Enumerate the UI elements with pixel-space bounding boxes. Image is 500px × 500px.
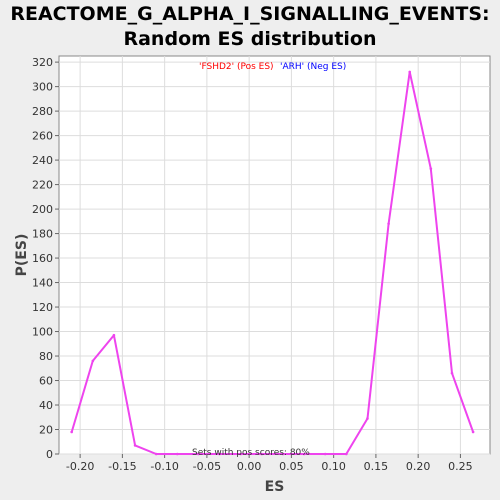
chart-title-line-2: Random ES distribution [123, 28, 377, 50]
x-tick-label: 0.05 [279, 460, 304, 473]
es-distribution-line [70, 70, 475, 455]
y-tick-label: 80 [39, 350, 53, 363]
y-tick-label: 140 [32, 277, 53, 290]
series-group [70, 70, 475, 456]
y-tick-label: 60 [39, 375, 53, 388]
data-point [471, 430, 475, 434]
y-tick-label: 160 [32, 252, 53, 265]
data-point [408, 70, 412, 74]
x-axis: -0.20 -0.15 -0.10 -0.05 0.00 0.05 0.10 0.15 0.20… [66, 454, 473, 473]
y-tick-label: 220 [32, 179, 53, 192]
data-point [239, 452, 242, 456]
x-tick-label: -0.10 [150, 460, 178, 473]
y-tick-label: 200 [32, 203, 53, 216]
data-point [197, 452, 200, 456]
data-point [70, 430, 73, 434]
pos-scores-annotation: Sets with pos scores: 80% [192, 448, 310, 458]
y-tick-label: 280 [32, 105, 53, 118]
data-point [302, 452, 306, 456]
x-axis-title: ES [265, 479, 285, 495]
y-tick-label: 180 [32, 228, 53, 241]
data-point [176, 452, 179, 456]
data-point [218, 452, 221, 456]
y-tick-label: 20 [39, 424, 53, 437]
y-tick-label: 40 [39, 399, 53, 412]
chart-title: REACTOME_G_ALPHA_I_SIGNALLING_EVENTS: Ra… [0, 2, 500, 52]
y-tick-label: 240 [32, 154, 53, 167]
x-tick-label: -0.05 [193, 460, 221, 473]
data-point [91, 359, 95, 363]
data-point [154, 452, 158, 456]
x-tick-label: -0.15 [108, 460, 136, 473]
x-tick-label: 0.00 [237, 460, 262, 473]
data-point [345, 452, 348, 456]
y-axis: 0 20 40 60 80 100 120 140 160 180 200 220 240 260 280 3… [32, 56, 59, 461]
y-tick-label: 100 [32, 326, 53, 339]
x-tick-label: -0.20 [66, 460, 94, 473]
legend-pos-es: 'FSHD2' (Pos ES) [199, 62, 274, 72]
y-tick-label: 120 [32, 301, 53, 314]
gridlines [59, 56, 490, 455]
data-point [323, 452, 327, 456]
y-axis-title: P(ES) [14, 234, 30, 277]
y-tick-label: 260 [32, 130, 53, 143]
x-tick-label: 0.15 [364, 460, 389, 473]
plot-area [58, 55, 491, 455]
y-tick-label: 300 [32, 81, 53, 94]
x-tick-label: 0.25 [448, 460, 473, 473]
data-point [429, 167, 433, 170]
y-tick-label: 0 [46, 448, 53, 461]
data-point [387, 222, 390, 226]
y-tick-label: 320 [32, 56, 53, 69]
data-point [366, 417, 369, 420]
data-point [260, 452, 264, 456]
x-tick-label: 0.20 [406, 460, 431, 473]
chart-title-line-1: REACTOME_G_ALPHA_I_SIGNALLING_EVENTS: [10, 3, 490, 25]
data-point [281, 452, 285, 456]
x-tick-label: 0.10 [321, 460, 346, 473]
legend-neg-es: 'ARH' (Neg ES) [280, 62, 346, 72]
data-point [450, 371, 454, 375]
data-point [112, 333, 116, 337]
data-point [133, 444, 137, 447]
